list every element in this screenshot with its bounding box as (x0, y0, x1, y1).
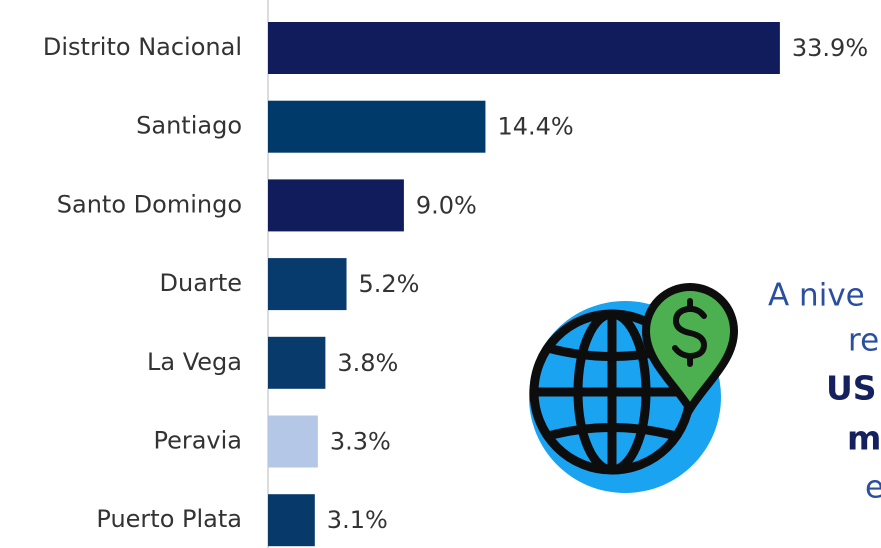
annotation: A nive (768, 278, 865, 314)
bar (268, 336, 326, 389)
globe-icon (529, 282, 739, 493)
annotation: e (865, 470, 881, 506)
value-label: 3.8% (337, 349, 398, 377)
bar (268, 179, 404, 232)
value-label: 9.0% (416, 191, 477, 219)
annotation: US (826, 369, 877, 408)
category-label: Santiago (136, 112, 242, 140)
value-label: 14.4% (497, 113, 573, 141)
bar (268, 258, 347, 311)
annotation: m (847, 419, 881, 458)
annotation: re (848, 323, 879, 359)
category-label: Duarte (160, 269, 242, 297)
category-label: Distrito Nacional (43, 33, 242, 61)
bar (268, 100, 486, 153)
value-label: 3.1% (327, 506, 388, 534)
category-label: Peravia (153, 427, 242, 455)
category-label: Puerto Plata (96, 505, 242, 533)
bar (268, 415, 318, 468)
value-label: 5.2% (359, 270, 420, 298)
value-label: 3.3% (330, 428, 391, 456)
bar (268, 22, 780, 74)
category-label: La Vega (147, 348, 242, 376)
bar (268, 494, 315, 547)
category-label: Santo Domingo (57, 190, 242, 218)
value-label: 33.9% (792, 34, 868, 62)
